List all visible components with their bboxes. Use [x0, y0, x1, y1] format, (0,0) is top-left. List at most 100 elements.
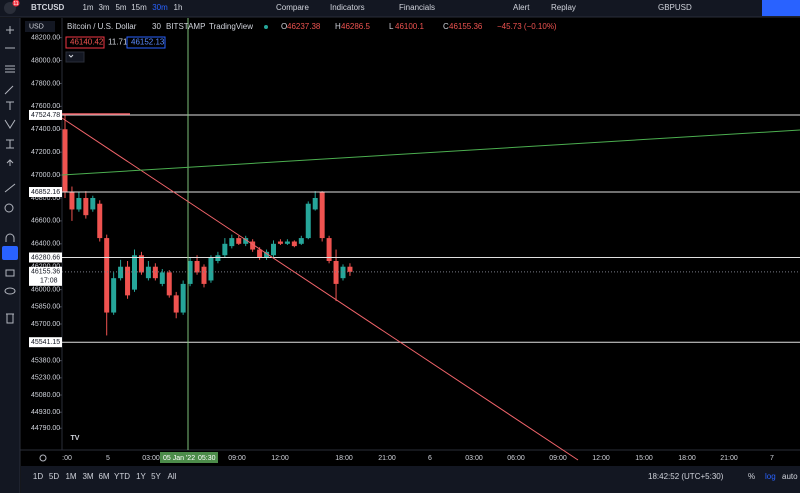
- ask-box[interactable]: [126, 36, 166, 49]
- zoom-tool[interactable]: [4, 203, 14, 213]
- range-button[interactable]: All: [168, 472, 177, 481]
- candle-body: [159, 272, 165, 284]
- lock-tool[interactable]: [5, 269, 15, 277]
- brush-tool[interactable]: [4, 85, 14, 95]
- interval[interactable]: 15m: [131, 3, 147, 12]
- candle-body: [125, 266, 131, 296]
- y-tick-label: 45850.00: [31, 304, 60, 311]
- y-tick-label: 45380.00: [31, 357, 60, 364]
- x-tick-label: 09:00: [228, 455, 246, 462]
- y-tick-label: 45230.00: [31, 375, 60, 382]
- badge-count: 11: [13, 1, 18, 7]
- magnet-tool[interactable]: [5, 233, 15, 242]
- x-tick-label: 18:00: [335, 455, 353, 462]
- percent-toggle[interactable]: %: [748, 472, 755, 481]
- range-button[interactable]: 3M: [82, 472, 93, 481]
- range-button[interactable]: 5D: [49, 472, 59, 481]
- candle-body: [166, 272, 172, 296]
- interval[interactable]: 30m: [152, 3, 168, 12]
- x-tick-label: 15:00: [635, 455, 653, 462]
- toolbar-button[interactable]: Replay: [551, 3, 576, 12]
- fib-tool[interactable]: [5, 65, 15, 73]
- toolbar-button[interactable]: Alert: [513, 3, 530, 12]
- interval[interactable]: 3m: [98, 3, 109, 12]
- crosshair-tool[interactable]: [6, 26, 14, 34]
- toolbar-button[interactable]: Indicators: [330, 3, 365, 12]
- bid-box[interactable]: [65, 36, 105, 49]
- range-button[interactable]: 5Y: [151, 472, 161, 481]
- indicators-toggle[interactable]: [65, 51, 85, 63]
- log-toggle[interactable]: log: [765, 472, 776, 481]
- price-line-box: [29, 337, 62, 348]
- candle-body: [305, 203, 311, 239]
- forecast-tool[interactable]: [6, 139, 14, 149]
- trash-tool[interactable]: [6, 313, 14, 324]
- avatar[interactable]: [4, 2, 16, 14]
- change: −45.73 (−0.10%): [497, 22, 557, 31]
- crosshair-time: 05:30: [198, 455, 216, 462]
- range-button[interactable]: 1D: [33, 472, 43, 481]
- x-tick-label: 5: [106, 455, 110, 462]
- candle-body: [194, 260, 200, 273]
- hide-tool[interactable]: [4, 287, 16, 295]
- countdown: 17:08: [40, 278, 58, 285]
- currency-dropdown[interactable]: [25, 21, 55, 32]
- trend-line[interactable]: [61, 117, 579, 461]
- interval[interactable]: 1m: [82, 3, 93, 12]
- x-tick-label: 12:00: [592, 455, 610, 462]
- symbol[interactable]: BTCUSD: [31, 3, 65, 12]
- y-tick-label: 46800.00: [31, 195, 60, 202]
- toolbar-button[interactable]: Financials: [399, 3, 435, 12]
- ohlc-value: 46100.1: [395, 22, 424, 31]
- active-tool[interactable]: [2, 246, 18, 260]
- interval: 30: [152, 22, 161, 31]
- currency: USD: [29, 23, 44, 30]
- candle-body: [90, 197, 96, 210]
- x-tick-label: 03:00: [142, 455, 160, 462]
- candle-body: [236, 238, 242, 244]
- ohlc-value: 46286.5: [341, 22, 370, 31]
- icon-tool[interactable]: [6, 159, 14, 166]
- range-button[interactable]: 6M: [98, 472, 109, 481]
- measure-tool[interactable]: [4, 183, 16, 193]
- interval[interactable]: 1h: [174, 3, 183, 12]
- clock: 18:42:52 (UTC+5:30): [648, 472, 724, 481]
- candle-body: [76, 197, 82, 210]
- x-tick-label: 6: [428, 455, 432, 462]
- last-price-box: [29, 266, 62, 286]
- candle-body: [264, 251, 270, 258]
- candle-body: [83, 197, 89, 216]
- range-button[interactable]: YTD: [114, 472, 130, 481]
- ohlc-key: C: [443, 22, 449, 31]
- settings[interactable]: [39, 454, 47, 462]
- range-button[interactable]: 1M: [65, 472, 76, 481]
- y-tick-label: 48200.00: [31, 34, 60, 41]
- x-tick-label: 18:00: [678, 455, 696, 462]
- candle-body: [257, 249, 263, 258]
- toolbar-button[interactable]: GBPUSD: [658, 3, 692, 12]
- trend-line[interactable]: [61, 129, 800, 176]
- bottom-toolbar: [21, 466, 800, 493]
- candle-body: [118, 266, 124, 279]
- bid: 46140.42: [70, 38, 104, 47]
- auto-toggle[interactable]: auto: [782, 472, 798, 481]
- publish-button[interactable]: [762, 0, 800, 16]
- source: TradingView: [209, 22, 253, 31]
- candle-body: [201, 266, 207, 284]
- y-tick-label: 47200.00: [31, 149, 60, 156]
- candle-body: [187, 260, 193, 284]
- candle-body: [340, 266, 346, 279]
- candle-body: [243, 238, 249, 244]
- text-tool[interactable]: [6, 101, 14, 110]
- y-tick-label: 46400.00: [31, 241, 60, 248]
- toolbar-button[interactable]: Compare: [276, 3, 309, 12]
- candle-body: [104, 238, 110, 313]
- interval[interactable]: 5m: [115, 3, 126, 12]
- price-line-label: 45541.15: [31, 339, 60, 346]
- y-tick-label: 45080.00: [31, 392, 60, 399]
- range-button[interactable]: 1Y: [136, 472, 146, 481]
- y-tick-label: 44790.00: [31, 425, 60, 432]
- pattern-tool[interactable]: [4, 119, 16, 129]
- y-tick-label: 47600.00: [31, 103, 60, 110]
